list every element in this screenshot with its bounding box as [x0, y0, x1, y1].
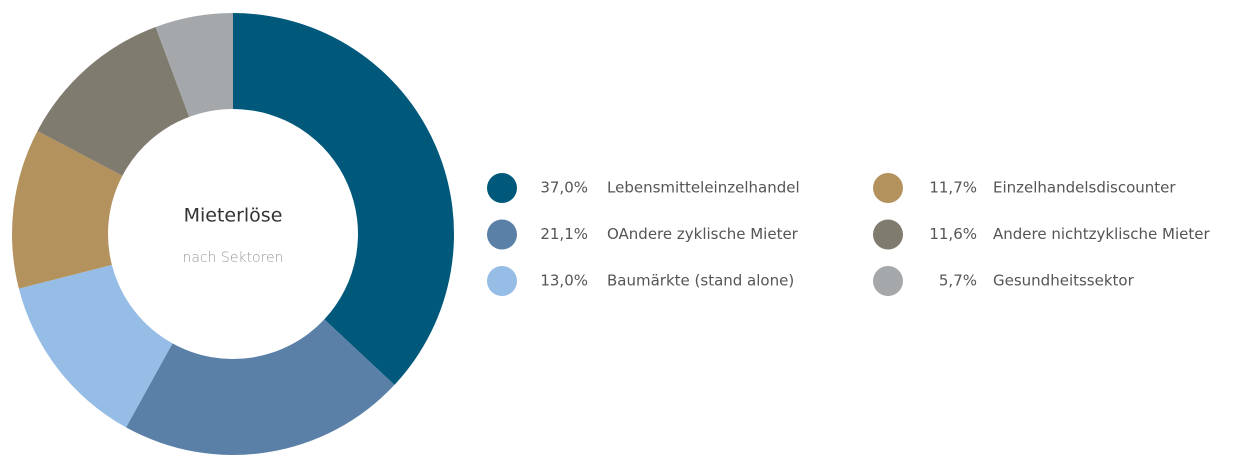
legend-swatch	[487, 173, 517, 203]
legend-value: 37,0%	[540, 179, 588, 197]
chart-subtitle: nach Sektoren	[182, 250, 283, 266]
legend-label: Gesundheitssektor	[993, 272, 1135, 290]
legend-label: Einzelhandelsdiscounter	[993, 179, 1176, 197]
legend-value: 5,7%	[939, 272, 977, 290]
legend-value: 13,0%	[540, 272, 588, 290]
donut-slice	[18, 264, 173, 428]
legend-swatch	[873, 173, 903, 203]
legend-swatch	[873, 266, 903, 296]
legend-label: Lebensmitteleinzelhandel	[607, 179, 800, 197]
legend-value: 11,7%	[929, 179, 977, 197]
legend-value: 11,6%	[929, 225, 977, 243]
legend-swatch	[487, 219, 517, 250]
legend-swatch	[873, 219, 903, 250]
legend-value: 21,1%	[540, 225, 588, 243]
donut-slice	[233, 13, 454, 385]
legend-label: OAndere zyklische Mieter	[607, 225, 799, 243]
donut-slice	[11, 130, 123, 289]
donut-slice	[155, 13, 233, 117]
legend-swatch	[487, 266, 517, 296]
legend-label: Andere nichtzyklische Mieter	[993, 225, 1210, 243]
legend-label: Baumärkte (stand alone)	[607, 272, 794, 290]
chart-title: Mieterlöse	[184, 205, 283, 227]
donut-slice	[126, 319, 395, 455]
donut-slice	[37, 26, 190, 176]
